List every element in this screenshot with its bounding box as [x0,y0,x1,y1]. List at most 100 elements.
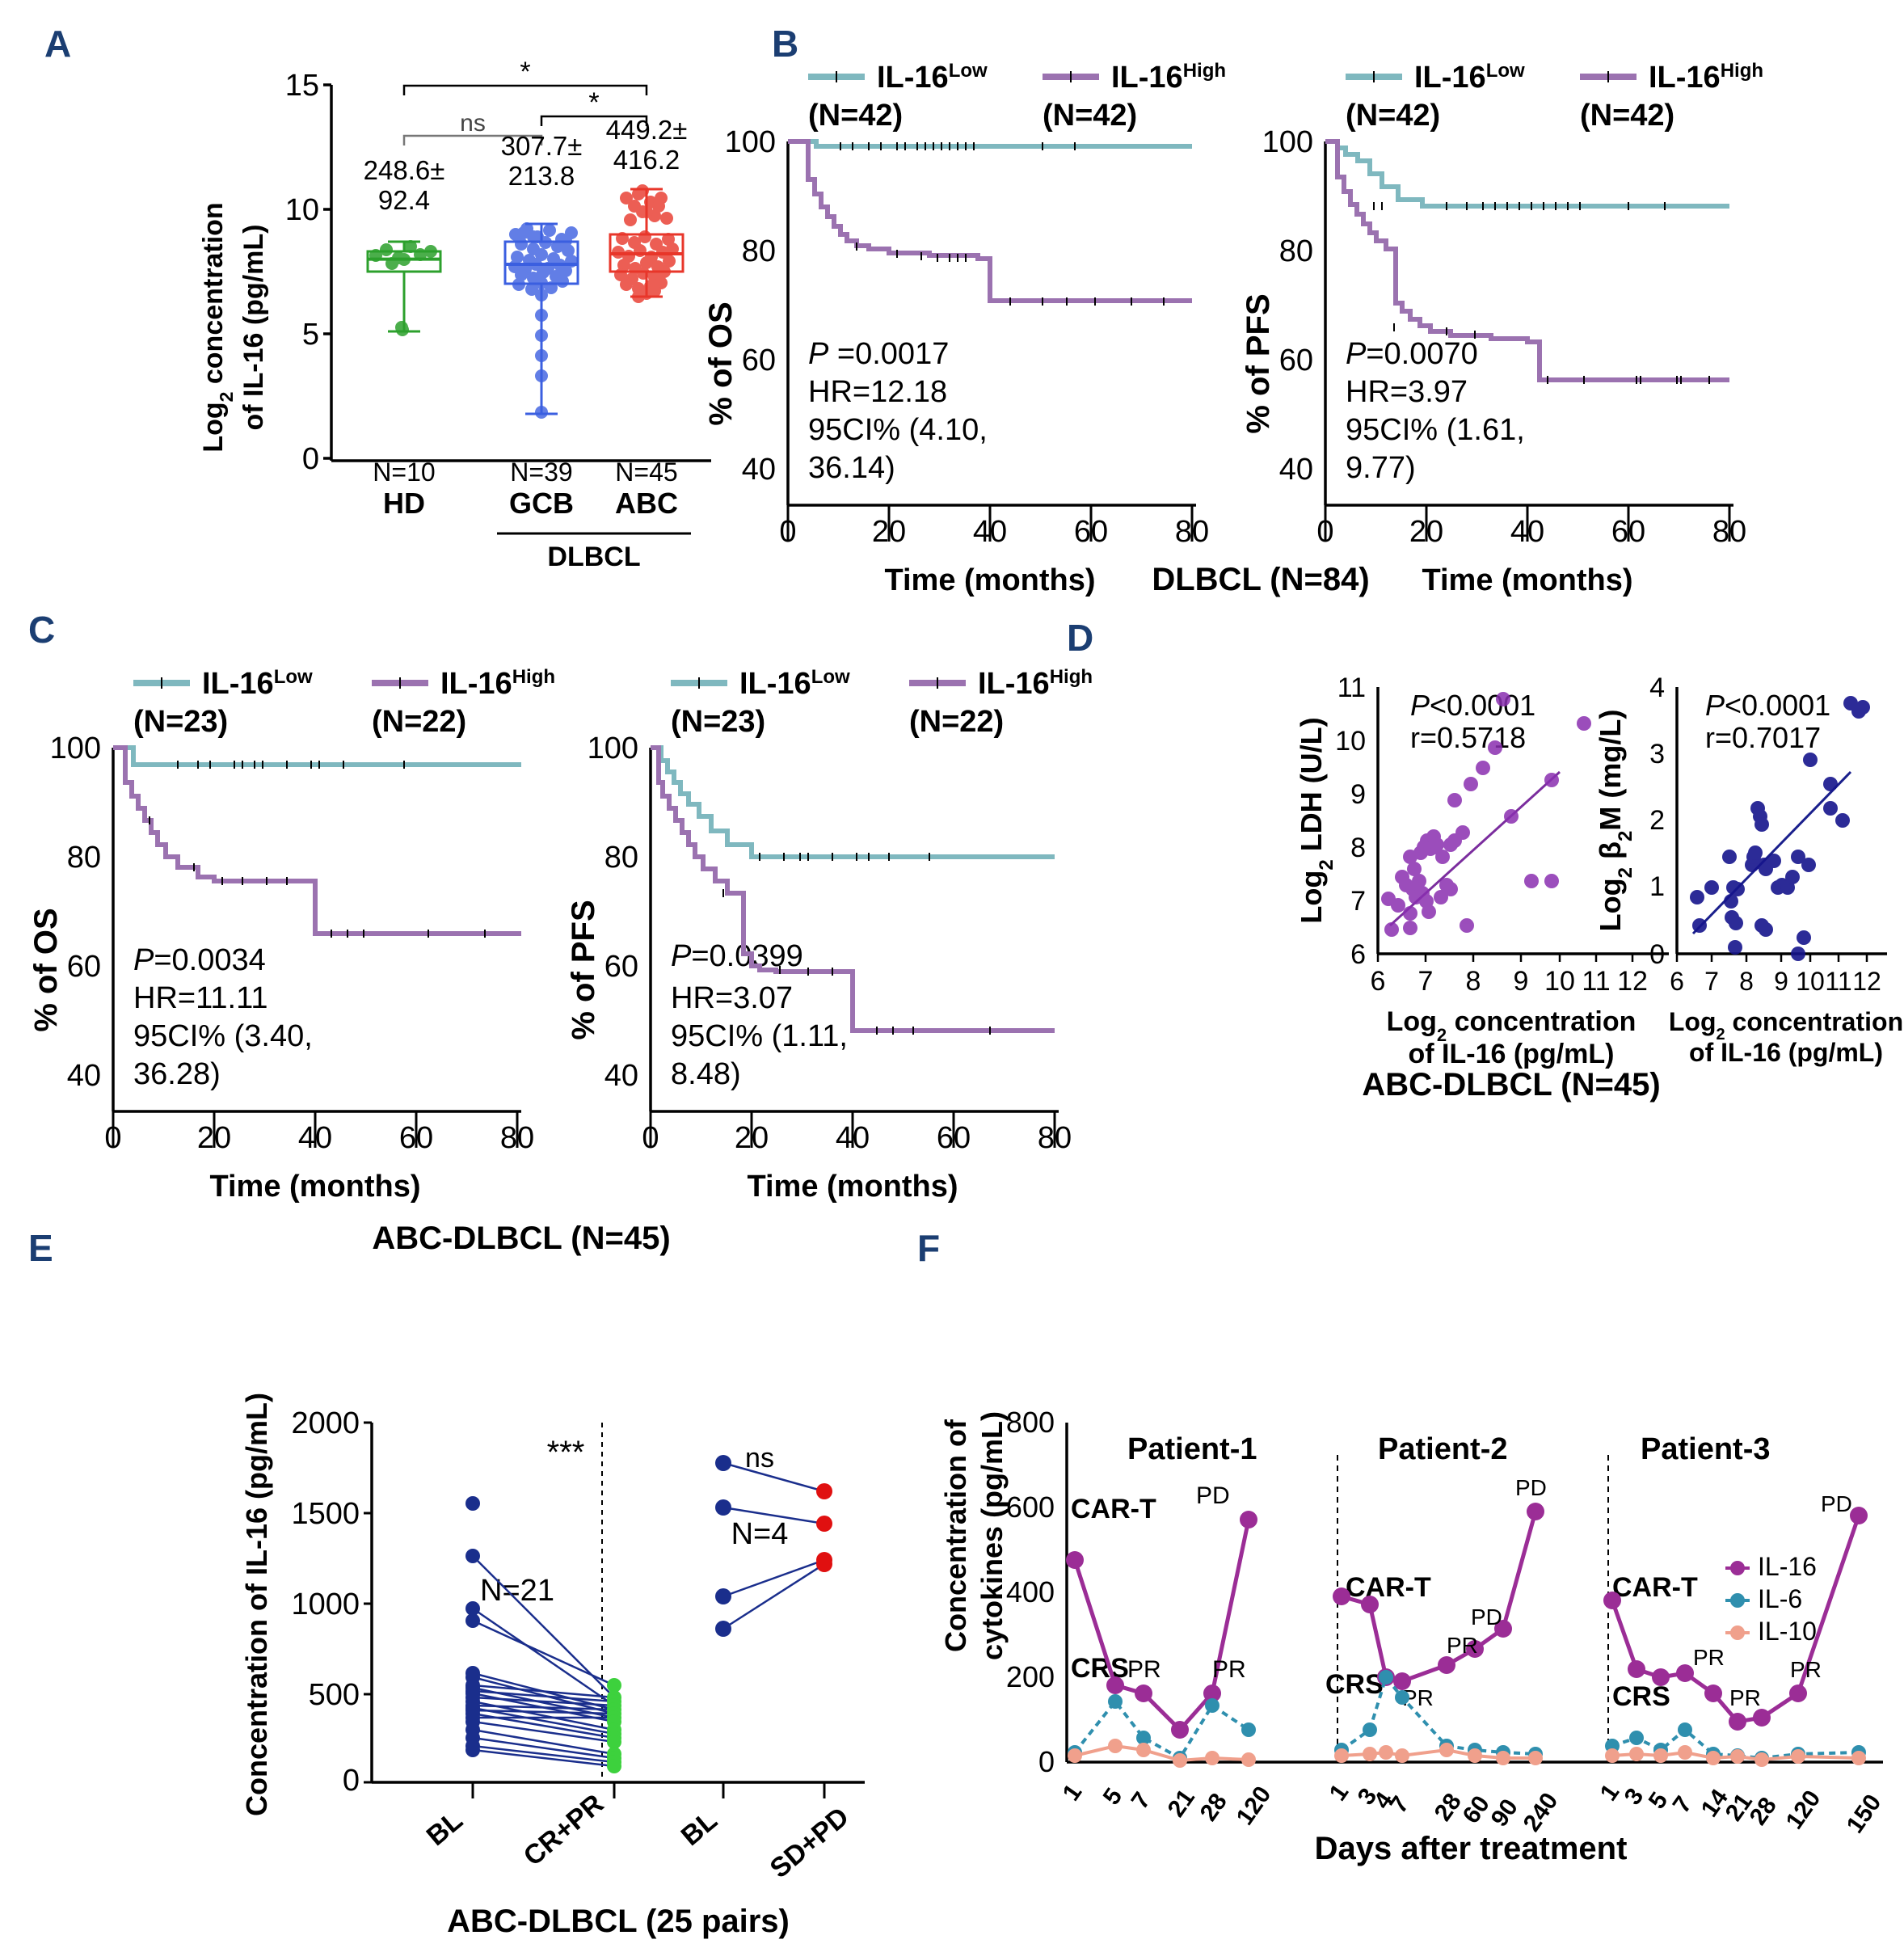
svg-text:40: 40 [1279,453,1313,487]
svg-text:248.6±: 248.6± [364,155,445,185]
svg-text:PD: PD [1471,1604,1502,1630]
svg-text:% of OS: % of OS [703,301,739,425]
svg-text:C: C [28,609,55,651]
svg-text:0: 0 [343,1764,360,1798]
svg-text:1: 1 [1649,871,1665,902]
svg-text:IL-16: IL-16 [1758,1552,1817,1581]
svg-text:***: *** [547,1435,585,1470]
svg-text:Concentration of IL-16 (pg/mL): Concentration of IL-16 (pg/mL) [240,1393,273,1816]
svg-text:cytokines (pg/mL): cytokines (pg/mL) [975,1411,1009,1660]
svg-text:(N=42): (N=42) [1346,99,1440,133]
svg-text:95CI% (3.40,: 95CI% (3.40, [133,1019,313,1053]
svg-text:A: A [44,23,71,65]
svg-text:N=10: N=10 [373,457,435,487]
svg-text:HR=11.11: HR=11.11 [133,981,268,1015]
svg-text:100: 100 [1262,125,1313,159]
svg-text:(N=42): (N=42) [1043,99,1137,133]
svg-text:6: 6 [1371,966,1386,997]
svg-text:200: 200 [1006,1660,1055,1693]
svg-text:100: 100 [50,732,101,765]
svg-text:36.28): 36.28) [133,1057,221,1091]
svg-text:P =0.0017: P =0.0017 [808,337,949,371]
svg-text:PR: PR [1693,1645,1725,1670]
svg-text:(N=22): (N=22) [909,705,1004,739]
svg-text:N=4: N=4 [731,1517,789,1551]
svg-text:9: 9 [1514,966,1529,997]
svg-text:Patient-3: Patient-3 [1641,1432,1770,1466]
svg-text:9: 9 [1774,967,1788,996]
svg-text:*: * [588,87,599,118]
svg-text:11: 11 [1825,967,1851,996]
svg-text:100: 100 [588,732,638,765]
svg-text:2000: 2000 [291,1406,360,1440]
svg-text:ABC: ABC [615,487,678,520]
svg-text:P=0.0070: P=0.0070 [1346,337,1478,371]
svg-text:0: 0 [1038,1745,1055,1778]
svg-text:P<0.0001: P<0.0001 [1705,689,1830,722]
svg-text:8: 8 [1466,966,1481,997]
svg-text:HR=3.97: HR=3.97 [1346,375,1468,409]
svg-text:GCB: GCB [509,487,574,520]
svg-text:CAR-T: CAR-T [1346,1572,1431,1603]
svg-text:800: 800 [1006,1406,1055,1439]
svg-text:DLBCL (N=84): DLBCL (N=84) [1152,562,1369,597]
svg-text:11: 11 [1337,673,1366,703]
svg-text:10: 10 [285,193,319,227]
svg-text:Days after treatment: Days after treatment [1315,1831,1628,1866]
svg-text:1000: 1000 [291,1587,360,1621]
svg-text:7: 7 [1418,966,1434,997]
svg-text:(N=23): (N=23) [671,705,765,739]
svg-text:ns: ns [460,110,486,137]
svg-text:213.8: 213.8 [508,161,575,191]
svg-text:60: 60 [67,950,101,984]
svg-text:D: D [1067,617,1093,659]
svg-text:of IL-16 (pg/mL): of IL-16 (pg/mL) [1689,1038,1883,1067]
svg-text:N=39: N=39 [510,457,572,487]
svg-text:PR: PR [1729,1685,1761,1710]
svg-text:9.77): 9.77) [1346,451,1416,485]
svg-text:ABC-DLBCL (N=45): ABC-DLBCL (N=45) [1362,1067,1660,1103]
svg-text:PD: PD [1515,1475,1547,1500]
svg-text:60: 60 [604,950,638,984]
svg-text:12: 12 [1617,966,1648,997]
svg-text:60: 60 [742,344,776,377]
svg-text:10: 10 [1335,726,1366,757]
svg-text:4: 4 [1649,673,1665,703]
svg-text:1500: 1500 [291,1497,360,1531]
svg-text:PR: PR [1127,1656,1161,1683]
svg-text:449.2±: 449.2± [606,115,688,145]
svg-text:r=0.7017: r=0.7017 [1705,721,1821,754]
svg-text:40: 40 [67,1059,101,1093]
svg-text:B: B [772,23,798,65]
svg-text:0: 0 [302,442,319,476]
svg-text:(N=42): (N=42) [808,99,903,133]
svg-text:500: 500 [309,1678,360,1712]
svg-text:of IL-16 (pg/mL): of IL-16 (pg/mL) [238,225,269,431]
svg-text:95CI% (4.10,: 95CI% (4.10, [808,413,988,447]
svg-text:7: 7 [1350,886,1366,917]
svg-text:Time (months): Time (months) [209,1170,420,1204]
svg-text:% of PFS: % of PFS [1241,293,1276,433]
svg-text:416.2: 416.2 [613,145,680,175]
svg-text:8: 8 [1350,833,1366,863]
svg-text:F: F [917,1227,940,1269]
svg-text:10: 10 [1544,966,1575,997]
svg-text:36.14): 36.14) [808,451,895,485]
svg-text:E: E [28,1227,53,1269]
svg-text:6: 6 [1670,967,1684,996]
svg-text:HR=12.18: HR=12.18 [808,375,947,409]
svg-text:Concentration of: Concentration of [939,1419,972,1652]
svg-text:6: 6 [1350,939,1366,970]
svg-text:60: 60 [1279,344,1313,377]
svg-text:P=0.0034: P=0.0034 [133,943,266,977]
svg-text:11: 11 [1582,966,1610,997]
svg-text:of IL-16 (pg/mL): of IL-16 (pg/mL) [1409,1039,1615,1069]
svg-text:0: 0 [1649,939,1665,970]
svg-text:PR: PR [1790,1657,1822,1682]
svg-text:15: 15 [285,69,319,103]
svg-text:95CI% (1.11,: 95CI% (1.11, [671,1019,848,1053]
svg-text:PD: PD [1821,1491,1852,1516]
svg-text:2: 2 [1649,805,1665,836]
svg-text:IL-10: IL-10 [1758,1617,1817,1646]
svg-text:r=0.5718: r=0.5718 [1410,721,1526,754]
